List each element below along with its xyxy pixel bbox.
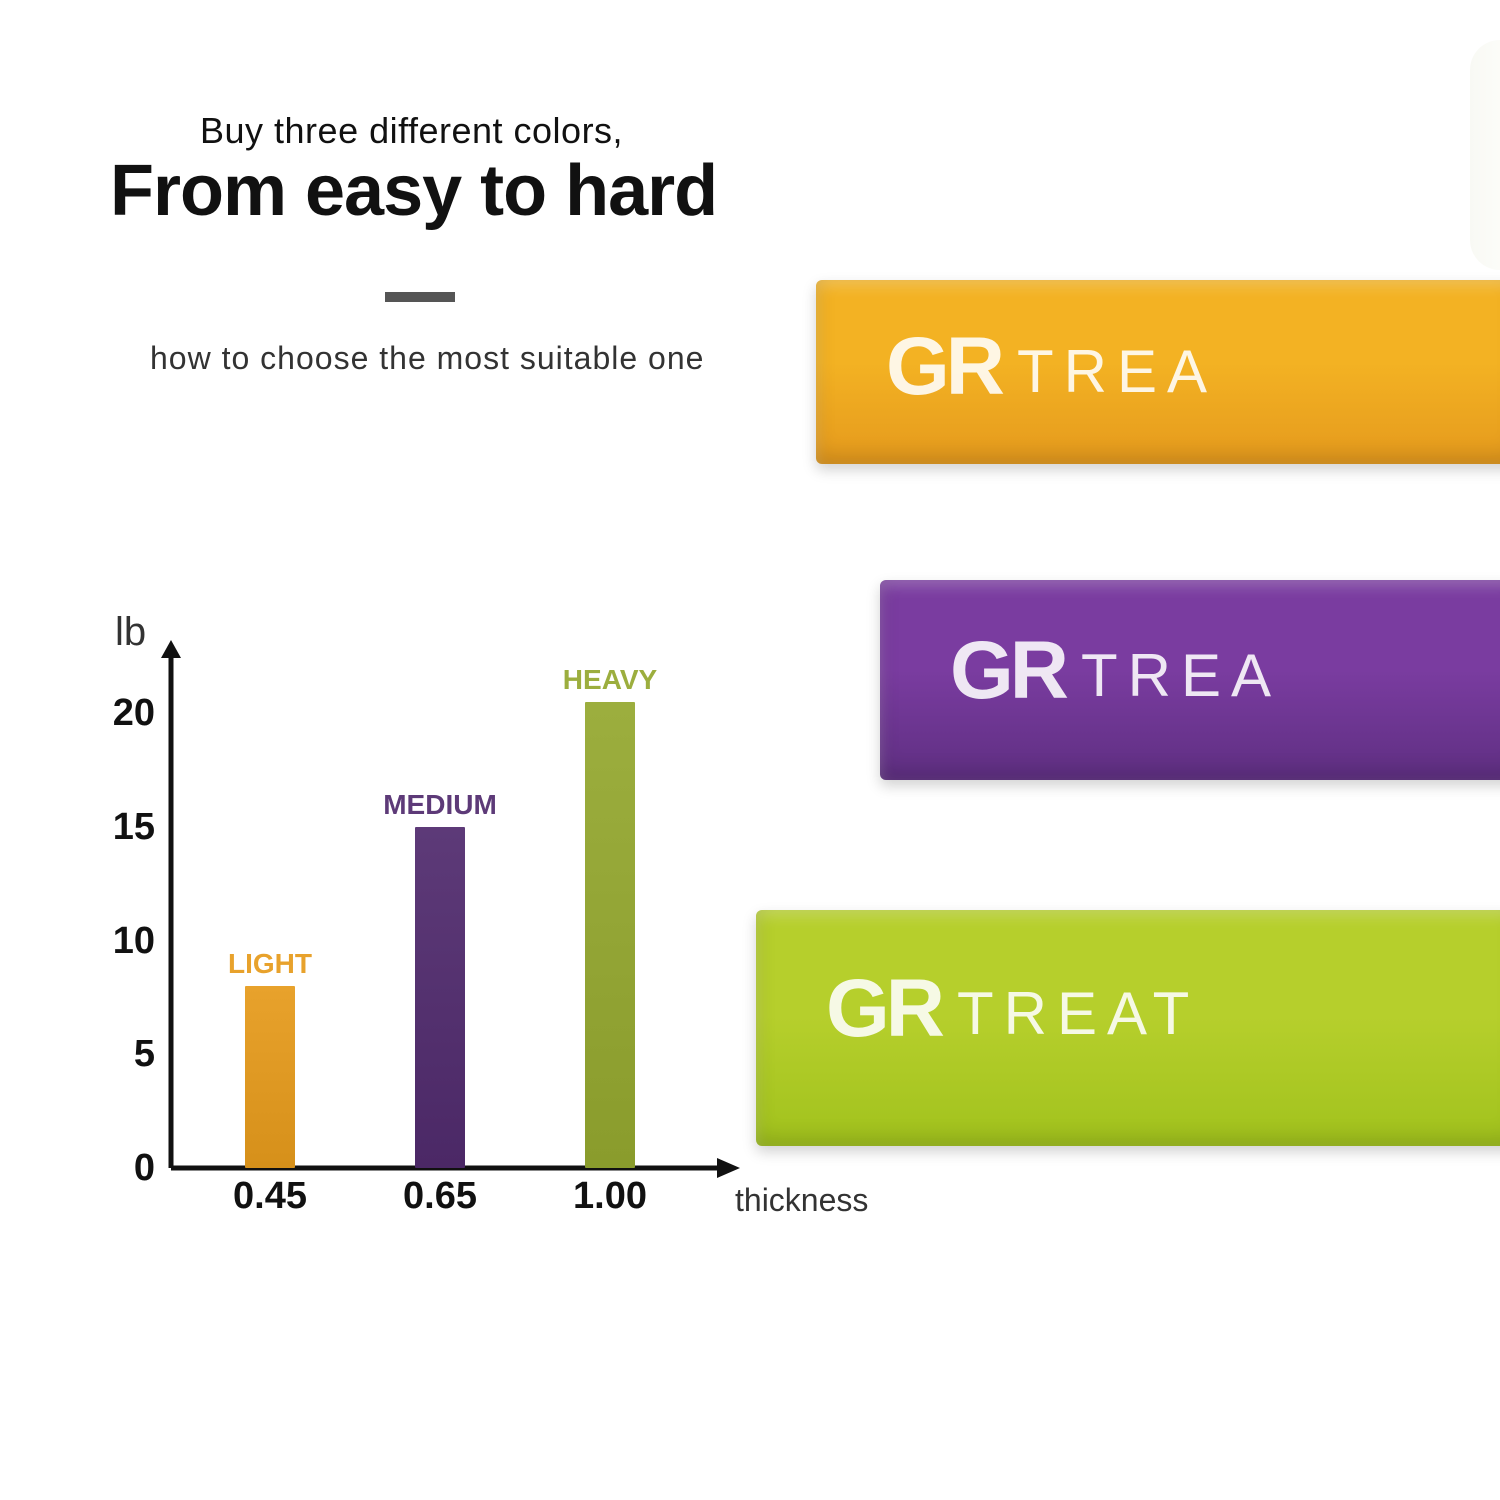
logo-letter: G <box>826 962 886 1056</box>
chart-bar-label: MEDIUM <box>365 789 515 821</box>
resistance-band: GRTREA <box>880 580 1500 780</box>
y-tick-label: 0 <box>100 1147 155 1190</box>
chart-bar-label: HEAVY <box>535 664 685 696</box>
resistance-band: GRTREA <box>816 280 1500 464</box>
x-tick-label: 1.00 <box>555 1175 665 1218</box>
logo-text: TREA <box>1017 337 1217 406</box>
chart-bar-label: LIGHT <box>195 948 345 980</box>
y-axis-label: lb <box>115 610 146 655</box>
title-underline <box>385 292 455 302</box>
pretitle-text: Buy three different colors, <box>200 110 623 152</box>
x-tick-label: 0.45 <box>215 1175 325 1218</box>
y-tick-label: 20 <box>100 692 155 735</box>
logo-letter: G <box>886 320 946 414</box>
band-logo: GRTREAT <box>826 962 1199 1056</box>
logo-letter: R <box>946 320 1013 414</box>
logo-letter: R <box>886 962 953 1056</box>
chart-bar <box>415 827 465 1168</box>
x-tick-label: 0.65 <box>385 1175 495 1218</box>
chart-bar <box>585 702 635 1168</box>
logo-letter: G <box>950 624 1010 718</box>
logo-text: TREA <box>1081 641 1281 710</box>
y-tick-label: 10 <box>100 920 155 963</box>
resistance-chart: lb thickness 05101520 LIGHT0.45MEDIUM0.6… <box>95 620 795 1260</box>
logo-letter: R <box>1010 624 1077 718</box>
decorative-cylinder <box>1470 40 1500 270</box>
y-tick-label: 15 <box>100 806 155 849</box>
y-tick-label: 5 <box>100 1033 155 1076</box>
logo-text: TREAT <box>957 979 1199 1048</box>
band-logo: GRTREA <box>886 320 1217 414</box>
subtitle-text: how to choose the most suitable one <box>150 340 704 377</box>
title-text: From easy to hard <box>110 150 717 232</box>
resistance-band: GRTREAT <box>756 910 1500 1146</box>
band-logo: GRTREA <box>950 624 1281 718</box>
chart-bar <box>245 986 295 1168</box>
